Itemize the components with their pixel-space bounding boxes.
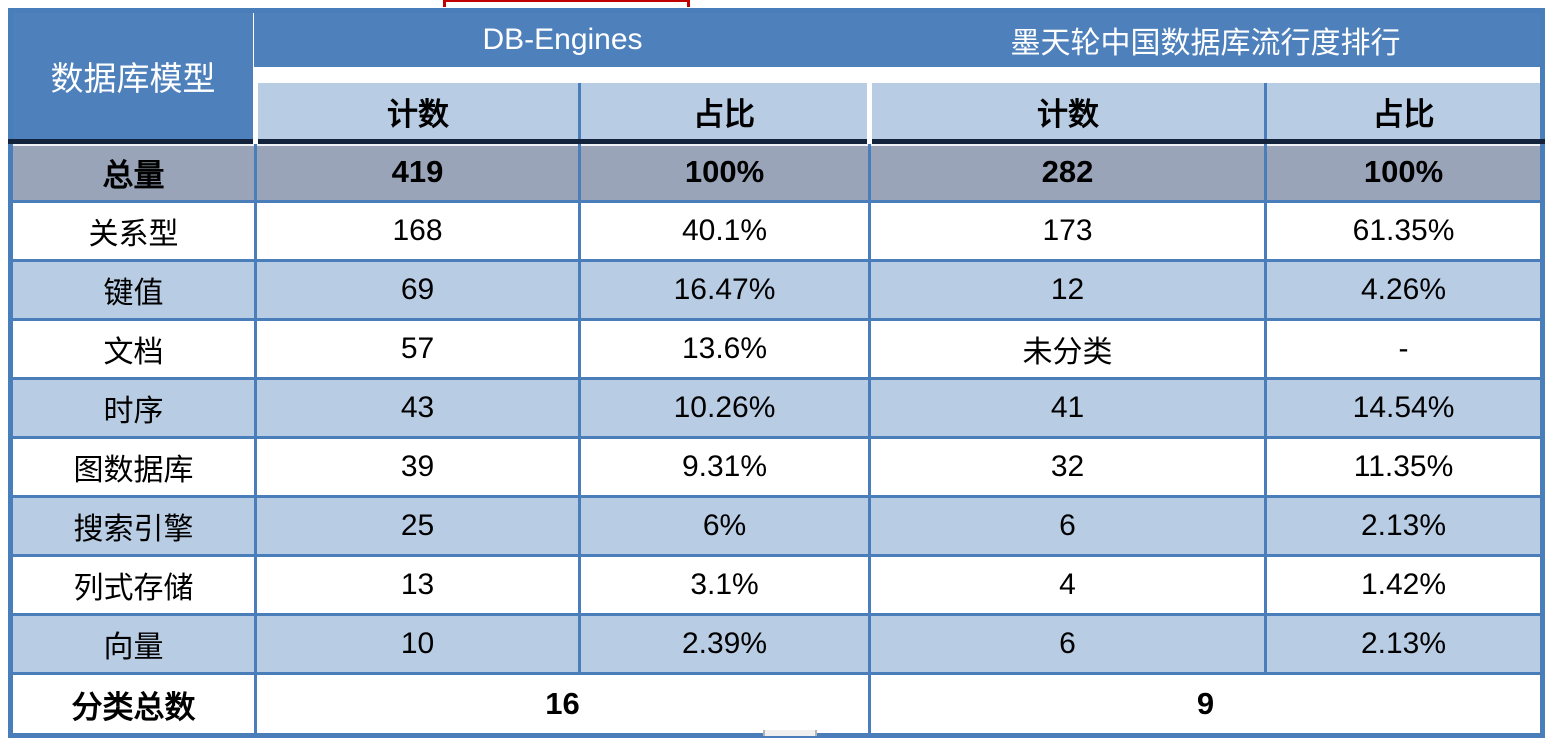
category-total-motianlun: 9 — [868, 672, 1545, 737]
data-cell: 6 — [868, 495, 1268, 557]
data-cell: 100% — [1264, 139, 1545, 203]
data-cell: 69 — [254, 259, 581, 321]
data-cell: 57 — [254, 318, 581, 380]
sub-header-row: 计数 占比 计数 占比 — [11, 79, 1545, 143]
data-cell: 未分类 — [868, 318, 1268, 380]
group-header-db-engines: DB-Engines — [253, 9, 872, 71]
data-cell: 25 — [254, 495, 581, 557]
data-cell: 13.6% — [577, 318, 872, 380]
row-vector: 向量 10 2.39% 6 2.13% — [9, 613, 1545, 675]
data-cell: 419 — [254, 139, 581, 203]
data-cell: 9.31% — [577, 436, 872, 498]
row-label-cell: 分类总数 — [9, 672, 257, 737]
row-key-value: 键值 69 16.47% 12 4.26% — [9, 259, 1545, 321]
data-cell: 2.39% — [577, 613, 872, 675]
data-cell: 4 — [868, 554, 1268, 616]
sub-header-share-db: 占比 — [577, 79, 872, 143]
data-cell: 40.1% — [577, 200, 872, 262]
row-label-cell: 关系型 — [9, 200, 257, 262]
sub-header-count-mtl: 计数 — [867, 79, 1268, 143]
data-cell: 2.13% — [1264, 613, 1545, 675]
row-columnar: 列式存储 13 3.1% 4 1.42% — [9, 554, 1545, 616]
data-cell: - — [1264, 318, 1545, 380]
data-cell: 11.35% — [1264, 436, 1545, 498]
data-cell: 4.26% — [1264, 259, 1545, 321]
database-model-comparison-table: 数据库模型 DB-Engines 墨天轮中国数据库流行度排行 计数 占比 计数 … — [8, 8, 1546, 738]
row-label-cell: 向量 — [9, 613, 257, 675]
row-document: 文档 57 13.6% 未分类 - — [9, 318, 1545, 380]
group-header-motianlun: 墨天轮中国数据库流行度排行 — [868, 9, 1545, 71]
data-cell: 43 — [254, 377, 581, 439]
corner-header-cell: 数据库模型 — [9, 9, 257, 143]
data-cell: 2.13% — [1264, 495, 1545, 557]
group-header-row: 数据库模型 DB-Engines 墨天轮中国数据库流行度排行 — [9, 9, 1545, 143]
data-cell: 10 — [254, 613, 581, 675]
data-cell: 13 — [254, 554, 581, 616]
scrollbar-fragment-artifact — [763, 730, 817, 736]
data-cell: 3.1% — [577, 554, 872, 616]
row-label-cell: 总量 — [9, 139, 257, 203]
row-relational: 关系型 168 40.1% 173 61.35% — [9, 200, 1545, 262]
data-cell: 12 — [868, 259, 1268, 321]
category-total-db-engines: 16 — [253, 672, 872, 737]
row-category-total: 分类总数 16 9 — [9, 672, 1545, 737]
data-cell: 282 — [868, 139, 1268, 203]
row-label-cell: 图数据库 — [9, 436, 257, 498]
red-annotation-artifact — [443, 0, 446, 7]
data-cell: 16.47% — [577, 259, 872, 321]
data-cell: 6 — [868, 613, 1268, 675]
header-spacer-row — [11, 67, 1545, 83]
data-cell: 14.54% — [1264, 377, 1545, 439]
row-label-cell: 键值 — [9, 259, 257, 321]
data-cell: 32 — [868, 436, 1268, 498]
row-label-cell: 文档 — [9, 318, 257, 380]
data-cell: 10.26% — [577, 377, 872, 439]
data-cell: 1.42% — [1264, 554, 1545, 616]
data-cell: 100% — [577, 139, 872, 203]
row-label-cell: 时序 — [9, 377, 257, 439]
row-graph: 图数据库 39 9.31% 32 11.35% — [9, 436, 1545, 498]
row-time-series: 时序 43 10.26% 41 14.54% — [9, 377, 1545, 439]
data-cell: 168 — [254, 200, 581, 262]
data-cell: 61.35% — [1264, 200, 1545, 262]
data-cell: 173 — [868, 200, 1268, 262]
data-cell: 41 — [868, 377, 1268, 439]
row-label-cell: 列式存储 — [9, 554, 257, 616]
red-annotation-artifact — [687, 0, 690, 7]
sub-header-share-mtl: 占比 — [1264, 79, 1545, 143]
row-total: 总量 419 100% 282 100% — [9, 139, 1545, 203]
row-label-cell: 搜索引擎 — [9, 495, 257, 557]
header-spacer — [253, 67, 1545, 83]
red-annotation-artifact — [443, 0, 690, 2]
data-cell: 39 — [254, 436, 581, 498]
data-cell: 6% — [577, 495, 872, 557]
sub-header-count-db: 计数 — [253, 79, 581, 143]
row-search-engine: 搜索引擎 25 6% 6 2.13% — [9, 495, 1545, 557]
